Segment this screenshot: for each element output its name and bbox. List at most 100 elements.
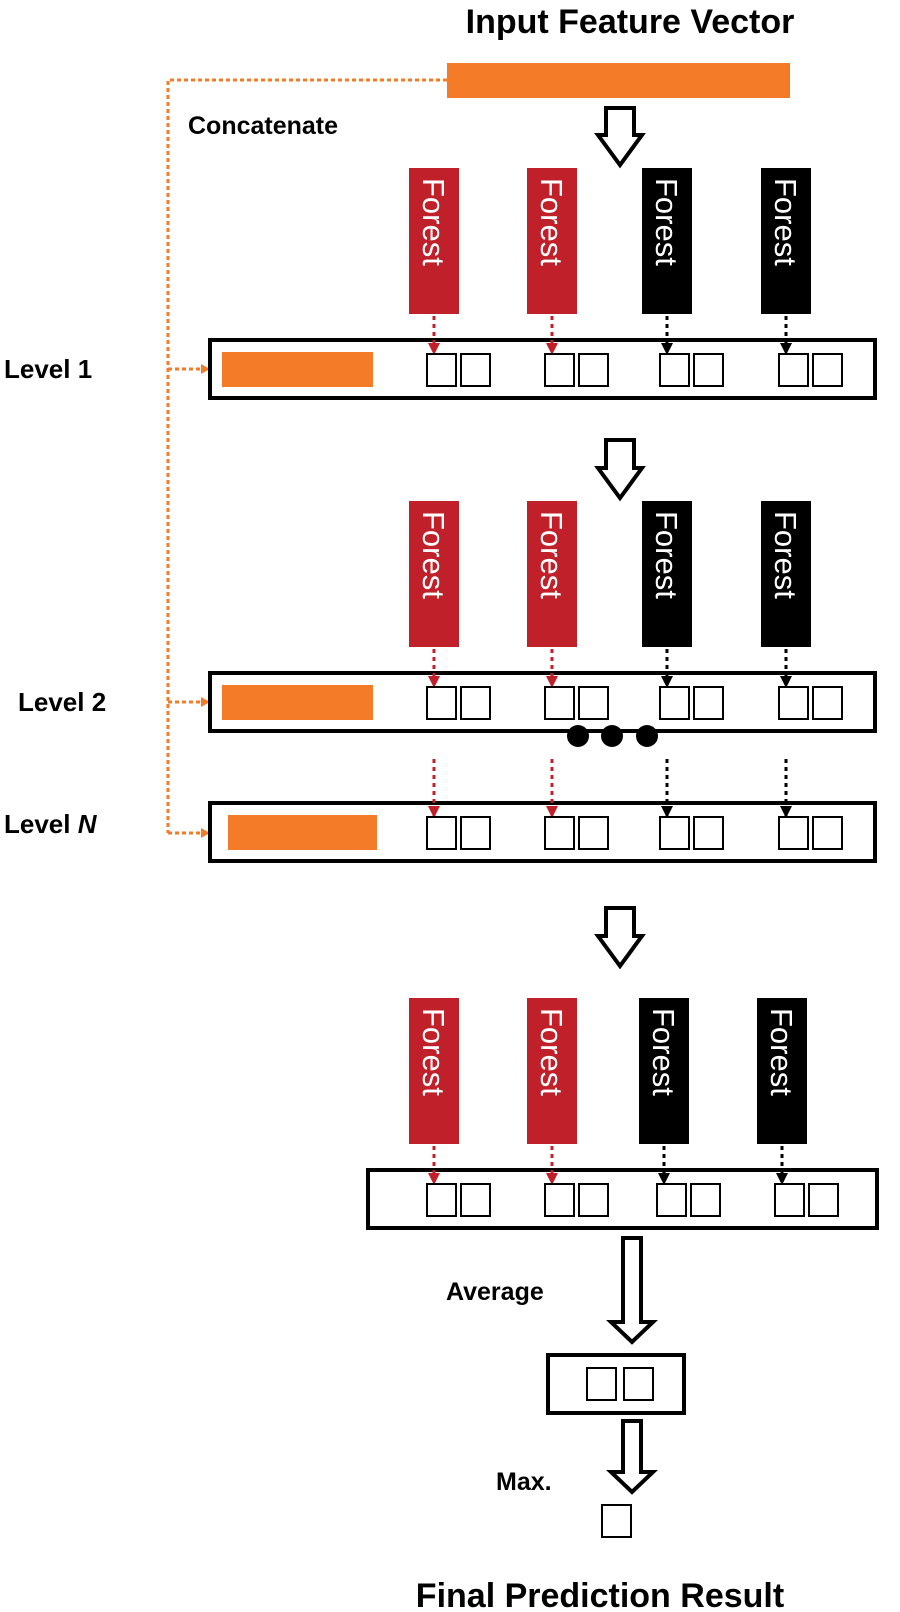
concatenate-line: [166, 78, 447, 833]
class-vector-box: [693, 353, 724, 387]
class-vector-box: [544, 1183, 575, 1217]
forest-label: Forest: [416, 1008, 451, 1096]
class-vector-box: [659, 816, 690, 850]
forest-rect: [409, 501, 459, 647]
forest-block: Forest: [761, 501, 811, 647]
forest-label: Forest: [534, 1008, 569, 1096]
class-vector-box: [812, 816, 843, 850]
forest-rect: [409, 168, 459, 314]
forest-block: Forest: [409, 168, 459, 314]
dot: [567, 725, 589, 747]
forest-block: Forest: [409, 998, 459, 1144]
forest-block: Forest: [639, 998, 689, 1144]
forest-rect: [639, 998, 689, 1144]
level-row: Forest Forest Forest Forest Level 2: [18, 501, 877, 733]
level-row: Level N: [4, 759, 877, 863]
forest-block: Forest: [527, 998, 577, 1144]
forest-rect: [642, 501, 692, 647]
forest-label: Forest: [416, 511, 451, 599]
input-feature-vector: [447, 63, 790, 98]
forest-rect: [642, 168, 692, 314]
concatenate-lines: [166, 78, 447, 833]
class-vector-box: [460, 686, 491, 720]
forest-rect: [757, 998, 807, 1144]
concatenated-feature-bar: [222, 352, 373, 387]
class-vector-box: [578, 353, 609, 387]
flow-arrow-icon: [594, 438, 646, 502]
forest-label: Forest: [534, 178, 569, 266]
class-vector-box: [778, 816, 809, 850]
class-vector-box: [460, 816, 491, 850]
forest-rect: [527, 501, 577, 647]
class-vector-box: [812, 353, 843, 387]
class-vector-box: [460, 1183, 491, 1217]
level-label: Level N: [4, 809, 98, 839]
class-vector-box: [460, 353, 491, 387]
dot: [601, 725, 623, 747]
class-vector-box: [544, 816, 575, 850]
forest-rect: [761, 168, 811, 314]
class-vector-box: [578, 1183, 609, 1217]
result-title: Final Prediction Result: [416, 1577, 784, 1612]
class-vector-box: [656, 1183, 687, 1217]
level-label-index: N: [78, 809, 98, 839]
average-label: Average: [446, 1278, 544, 1306]
max-label: Max.: [496, 1468, 552, 1496]
level-row: Forest Forest Forest Forest: [366, 998, 879, 1230]
average-class-box: [623, 1367, 654, 1401]
forest-label: Forest: [649, 511, 684, 599]
class-vector-box: [578, 816, 609, 850]
class-vector-box: [426, 1183, 457, 1217]
concatenate-label: Concatenate: [188, 112, 338, 140]
input-title: Input Feature Vector: [466, 3, 795, 41]
forest-block: Forest: [757, 998, 807, 1144]
forest-rect: [761, 501, 811, 647]
forest-label: Forest: [768, 511, 803, 599]
concatenated-feature-bar: [228, 815, 377, 850]
flow-arrow-icon: [594, 906, 646, 970]
level-label-text: Level: [4, 809, 78, 839]
average-box: [546, 1353, 686, 1415]
forest-label: Forest: [649, 178, 684, 266]
class-vector-box: [426, 686, 457, 720]
level-label-index: 2: [92, 687, 106, 717]
average-class-box: [586, 1367, 617, 1401]
class-vector-box: [544, 353, 575, 387]
class-vector-box: [544, 686, 575, 720]
forest-label: Forest: [534, 511, 569, 599]
forest-label: Forest: [764, 1008, 799, 1096]
class-vector-box: [578, 686, 609, 720]
level-label-text: Level: [18, 687, 92, 717]
flow-arrow-icon: [606, 1419, 658, 1495]
forest-block: Forest: [761, 168, 811, 314]
forest-block: Forest: [527, 168, 577, 314]
class-vector-box: [808, 1183, 839, 1217]
class-vector-box: [774, 1183, 805, 1217]
class-vector-box: [812, 686, 843, 720]
forest-block: Forest: [642, 168, 692, 314]
dot: [636, 725, 658, 747]
level-row: Forest Forest Forest Forest Level 1: [4, 168, 877, 400]
level-label-index: 1: [78, 354, 92, 384]
forest-rect: [527, 168, 577, 314]
forest-label: Forest: [646, 1008, 681, 1096]
forest-block: Forest: [642, 501, 692, 647]
concatenated-feature-bar: [222, 685, 373, 720]
level-label: Level 1: [4, 354, 92, 384]
class-vector-box: [778, 686, 809, 720]
class-vector-box: [693, 686, 724, 720]
forest-block: Forest: [527, 501, 577, 647]
flow-arrow-icon: [594, 106, 646, 169]
level-label: Level 2: [18, 687, 106, 717]
result-box: [601, 1504, 632, 1538]
forest-rect: [527, 998, 577, 1144]
forest-label: Forest: [768, 178, 803, 266]
level-label-text: Level: [4, 354, 78, 384]
class-vector-box: [659, 686, 690, 720]
ellipsis-dots: [567, 725, 658, 747]
forest-block: Forest: [409, 501, 459, 647]
forest-label: Forest: [416, 178, 451, 266]
class-vector-box: [778, 353, 809, 387]
class-vector-box: [426, 353, 457, 387]
